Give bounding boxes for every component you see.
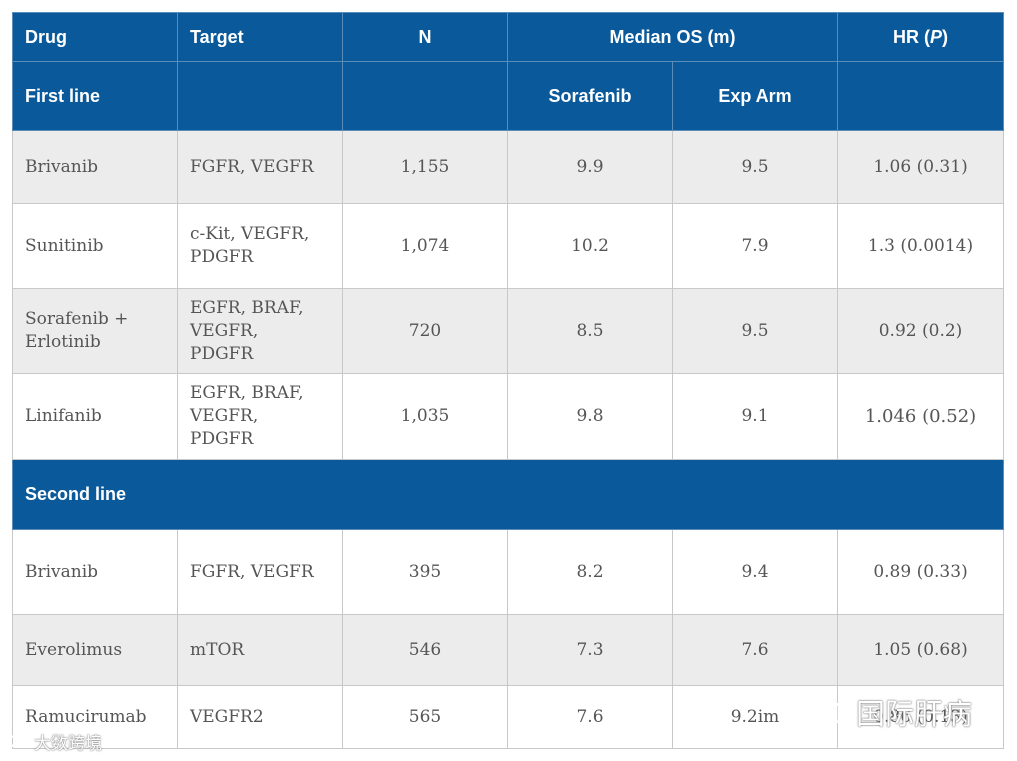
target-cell: EGFR, BRAF, VEGFR, PDGFR [177, 373, 343, 460]
header-drug: Drug [12, 12, 178, 62]
target-cell: mTOR [177, 614, 343, 686]
hr-cell: 1.05 (0.68) [837, 614, 1005, 686]
target-line: PDGFR [190, 247, 254, 267]
watermark-left-text: 大数跨境 [34, 733, 102, 754]
target-cell: c-Kit, VEGFR, PDGFR [177, 203, 343, 289]
weibo-logo-icon [8, 730, 30, 753]
first-line-empty-hr [837, 61, 1005, 131]
exp-arm-os-cell: 9.4 [671, 529, 839, 615]
table-row: Brivanib FGFR, VEGFR 395 8.2 9.4 0.89 (0… [12, 529, 1005, 615]
table-row: Everolimus mTOR 546 7.3 7.6 1.05 (0.68) [12, 614, 1005, 686]
sorafenib-os-cell: 9.8 [507, 373, 673, 460]
target-line: VEGFR, [190, 320, 259, 341]
hr-cell: 1.046 (0.52) [837, 373, 1005, 460]
drug-cell: Linifanib [12, 373, 178, 460]
drug-line: Sorafenib + [25, 309, 129, 329]
header-hr: HR (P) [837, 12, 1005, 62]
n-cell: 395 [342, 529, 508, 615]
drug-cell: Brivanib [12, 529, 178, 615]
wechat-logo-icon [798, 692, 848, 733]
n-cell: 720 [342, 288, 508, 374]
target-line: PDGFR [190, 343, 254, 364]
exp-arm-os-cell: 7.9 [671, 203, 839, 289]
n-cell: 1,074 [342, 203, 508, 289]
watermark-left: 大数跨境 [8, 728, 102, 754]
first-line-empty-target [177, 61, 343, 131]
second-line-header-row: Second line [11, 459, 1005, 530]
drug-line: Erlotinib [25, 332, 101, 352]
watermark-right-text: 国际肝病 [856, 697, 973, 731]
table-row: Linifanib EGFR, BRAF, VEGFR, PDGFR 1,035… [12, 373, 1005, 460]
first-line-header-row: First line Sorafenib Exp Arm [12, 61, 1005, 131]
second-line-label: Second line [11, 459, 1005, 530]
n-cell: 565 [342, 685, 508, 749]
exp-arm-os-cell: 7.6 [671, 614, 839, 686]
drug-cell: Everolimus [12, 614, 178, 686]
n-cell: 1,155 [342, 130, 508, 204]
drug-cell: Sorafenib + Erlotinib [12, 288, 178, 374]
drug-cell: Ramucirumab [12, 685, 178, 749]
sorafenib-os-cell: 8.5 [507, 288, 673, 374]
target-cell: EGFR, BRAF, VEGFR, PDGFR [177, 288, 343, 374]
header-n: N [342, 12, 508, 62]
first-line-empty-n [342, 61, 508, 131]
target-line: c-Kit, VEGFR, [190, 224, 310, 244]
target-line: EGFR, BRAF, [190, 297, 304, 318]
hr-cell: 1.06 (0.31) [837, 130, 1005, 204]
first-line-label: First line [12, 61, 178, 131]
target-line: PDGFR [190, 429, 254, 449]
subheader-sorafenib: Sorafenib [507, 61, 673, 131]
target-cell: VEGFR2 [177, 685, 343, 749]
exp-arm-os-cell: 9.5 [671, 130, 839, 204]
header-target: Target [177, 12, 343, 62]
sorafenib-os-cell: 7.6 [507, 685, 673, 749]
hr-cell: 0.89 (0.33) [837, 529, 1005, 615]
target-line: VEGFR, [190, 406, 259, 426]
sorafenib-os-cell: 7.3 [507, 614, 673, 686]
sorafenib-os-cell: 10.2 [507, 203, 673, 289]
sorafenib-os-cell: 8.2 [507, 529, 673, 615]
n-cell: 1,035 [342, 373, 508, 460]
exp-arm-os-cell: 9.2im [671, 685, 839, 749]
sorafenib-os-cell: 9.9 [507, 130, 673, 204]
table-row: Brivanib FGFR, VEGFR 1,155 9.9 9.5 1.06 … [12, 130, 1005, 204]
n-cell: 546 [342, 614, 508, 686]
header-row: Drug Target N Median OS (m) HR (P) [12, 12, 1005, 62]
results-table: Drug Target N Median OS (m) HR (P) First… [11, 12, 1005, 749]
exp-arm-os-cell: 9.1 [671, 373, 839, 460]
watermark-right: 国际肝病 [798, 692, 972, 732]
target-line: EGFR, BRAF, [190, 383, 304, 403]
table-row: Sunitinib c-Kit, VEGFR, PDGFR 1,074 10.2… [12, 203, 1005, 289]
hr-cell: 0.92 (0.2) [837, 288, 1005, 374]
hr-cell: 1.3 (0.0014) [837, 203, 1005, 289]
target-cell: FGFR, VEGFR [177, 130, 343, 204]
subheader-exp-arm: Exp Arm [671, 61, 839, 131]
drug-cell: Sunitinib [12, 203, 178, 289]
hr-cell: 0.86 (0.13) [837, 685, 1005, 749]
header-median-os: Median OS (m) [506, 12, 839, 62]
target-cell: FGFR, VEGFR [177, 529, 343, 615]
table-row: Ramucirumab VEGFR2 565 7.6 9.2im 0.86 (0… [12, 685, 1005, 749]
exp-arm-os-cell: 9.5 [671, 288, 839, 374]
drug-cell: Brivanib [12, 130, 178, 204]
table-row: Sorafenib + Erlotinib EGFR, BRAF, VEGFR,… [12, 288, 1005, 374]
